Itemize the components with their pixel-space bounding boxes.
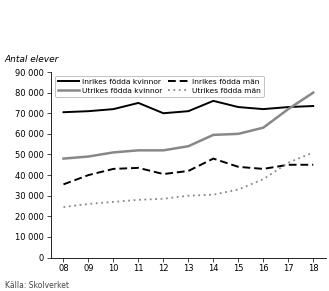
Text: Diagram 3.8 Antal elever i kommunal vuxenutbildning,: Diagram 3.8 Antal elever i kommunal vuxe… <box>5 9 298 18</box>
Text: inrikes och utrikes födda: inrikes och utrikes födda <box>5 22 138 31</box>
Text: Antal elever: Antal elever <box>5 54 59 63</box>
Legend: Inrikes födda kvinnor, Utrikes födda kvinnor, Inrikes födda män, Utrikes födda m: Inrikes födda kvinnor, Utrikes födda kvi… <box>55 76 264 97</box>
Text: Källa: Skolverket: Källa: Skolverket <box>5 281 69 290</box>
